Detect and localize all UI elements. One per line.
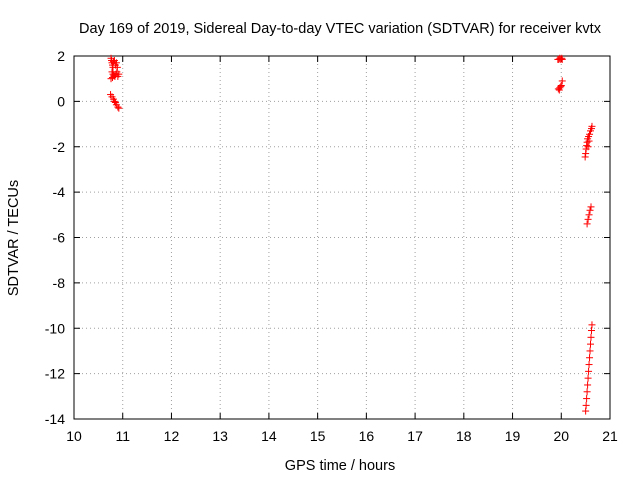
- data-point: [584, 215, 592, 223]
- y-tick-label: 2: [57, 48, 65, 64]
- data-point: [582, 401, 590, 409]
- x-tick-label: 12: [164, 428, 180, 444]
- data-point: [108, 74, 116, 82]
- data-point: [109, 58, 117, 66]
- data-point: [584, 381, 592, 389]
- y-tick-label: -14: [45, 411, 65, 427]
- x-tick-label: 15: [310, 428, 326, 444]
- data-point: [587, 333, 595, 341]
- data-point: [585, 361, 593, 369]
- axis-ticks: 10 11 12 13 14 15 16 17 18 19 20 21-14-12-10-8-6-4-…: [45, 48, 618, 444]
- y-tick-label: 0: [57, 93, 65, 109]
- x-tick-label: 19: [505, 428, 521, 444]
- x-tick-label: 10: [66, 428, 82, 444]
- x-tick-label: 11: [115, 428, 130, 444]
- data-point: [585, 367, 593, 375]
- x-tick-label: 17: [407, 428, 423, 444]
- data-point: [584, 374, 592, 382]
- x-tick-label: 20: [553, 428, 569, 444]
- y-tick-label: -8: [53, 275, 66, 291]
- data-point: [558, 77, 566, 85]
- y-tick-label: -4: [53, 184, 66, 200]
- data-point: [115, 104, 123, 112]
- x-tick-label: 18: [456, 428, 472, 444]
- data-point: [586, 130, 594, 138]
- data-point: [586, 354, 594, 362]
- x-axis-label: GPS time / hours: [285, 458, 395, 474]
- data-point: [114, 103, 122, 111]
- data-point: [583, 220, 591, 228]
- data-point: [115, 70, 123, 78]
- data-point: [113, 63, 121, 71]
- data-point: [587, 203, 595, 211]
- data-point: [583, 388, 591, 396]
- grid: [74, 56, 610, 419]
- data-point: [584, 143, 592, 151]
- data-points: [107, 54, 596, 415]
- data-point: [588, 321, 596, 329]
- data-point: [558, 55, 566, 63]
- data-point: [110, 57, 118, 65]
- data-point: [583, 395, 591, 403]
- data-point: [588, 122, 596, 130]
- data-point: [585, 137, 593, 145]
- chart-title: Day 169 of 2019, Sidereal Day-to-day VTE…: [79, 21, 602, 37]
- x-tick-label: 21: [602, 428, 618, 444]
- data-point: [557, 81, 565, 89]
- data-point: [586, 206, 594, 214]
- y-tick-label: -10: [45, 320, 65, 336]
- x-tick-label: 14: [261, 428, 277, 444]
- data-point: [107, 75, 115, 83]
- y-tick-label: -6: [53, 230, 66, 246]
- y-axis-label: SDTVAR / TECUs: [6, 180, 22, 296]
- data-point: [585, 211, 593, 219]
- data-point: [587, 340, 595, 348]
- x-tick-label: 16: [359, 428, 375, 444]
- y-tick-label: -12: [45, 366, 65, 382]
- data-point: [586, 347, 594, 355]
- y-tick-label: -2: [53, 139, 66, 155]
- x-tick-label: 13: [212, 428, 228, 444]
